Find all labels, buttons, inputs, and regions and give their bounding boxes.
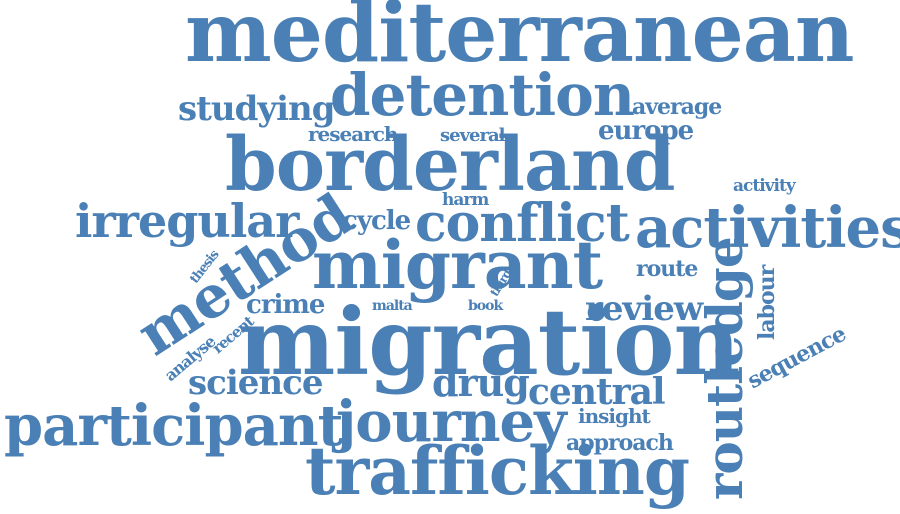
word-detention: detention — [330, 61, 635, 129]
word-malta: malta — [372, 298, 413, 314]
word-journey: journey — [336, 389, 567, 455]
word-conflict: conflict — [415, 193, 630, 254]
word-irregular: irregular — [75, 194, 299, 248]
word-europe: europe — [598, 116, 694, 146]
word-research: research — [308, 122, 398, 146]
word-central: central — [528, 371, 666, 413]
word-harm: harm — [442, 190, 489, 210]
word-average: average — [632, 94, 722, 120]
word-studying: studying — [178, 89, 336, 129]
word-book: book — [468, 298, 503, 314]
word-labour: labour — [754, 265, 780, 340]
word-activity: activity — [733, 176, 796, 196]
word-review: review — [585, 289, 703, 329]
word-cycle: cycle — [342, 206, 411, 236]
word-migrant: migrant — [312, 226, 603, 304]
word-migration: migration — [238, 288, 740, 396]
word-participant: participant — [4, 393, 343, 459]
word-route: route — [636, 256, 698, 282]
word-approach: approach — [566, 430, 674, 456]
word-drug: drug — [432, 360, 530, 405]
word-science: science — [188, 363, 323, 403]
word-borderland: borderland — [225, 122, 676, 208]
word-trafficking: trafficking — [305, 432, 690, 510]
word-insight: insight — [578, 404, 651, 428]
word-several: several — [440, 125, 505, 146]
word-mediterranean: mediterranean — [185, 0, 855, 81]
word-activities: activities — [635, 195, 900, 261]
word-crime: crime — [246, 290, 325, 320]
